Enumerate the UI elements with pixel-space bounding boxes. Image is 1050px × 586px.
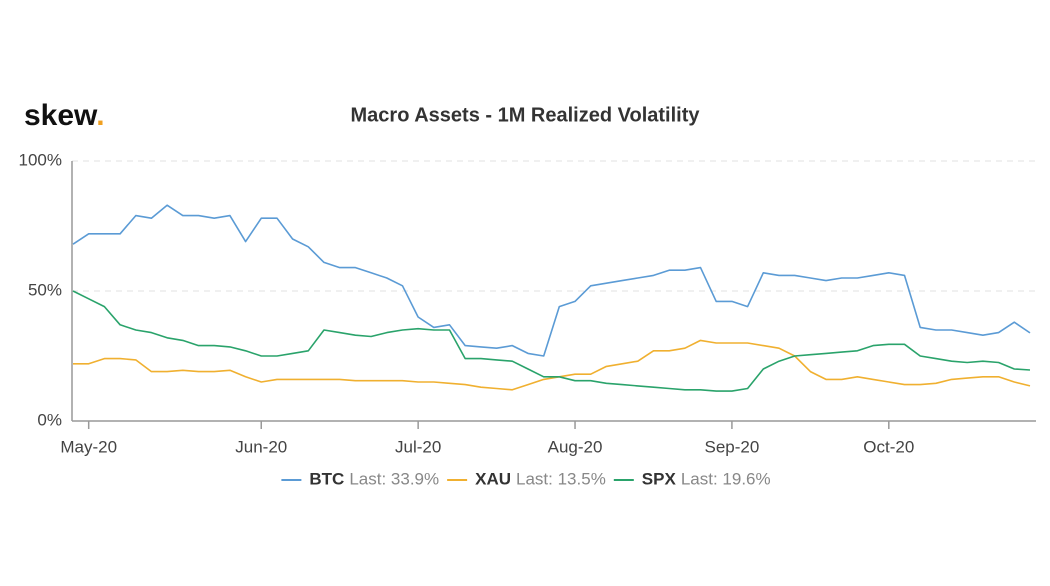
series-line — [72, 290, 1031, 392]
x-tick-label: May-20 — [60, 437, 117, 456]
legend-label: Last: 13.5% — [516, 469, 606, 488]
x-tick-label: Oct-20 — [863, 437, 914, 456]
legend-name: SPX — [642, 469, 677, 488]
legend-label: Last: 19.6% — [681, 469, 771, 488]
y-tick-label: 100% — [19, 150, 62, 169]
y-tick-label: 50% — [28, 280, 62, 299]
x-tick-label: Aug-20 — [548, 437, 603, 456]
logo-dot: . — [96, 99, 104, 132]
chart-title: Macro Assets - 1M Realized Volatility — [351, 104, 701, 126]
logo: skew. — [24, 99, 105, 132]
series-line — [73, 339, 1031, 391]
x-tick-label: Sep-20 — [705, 437, 760, 456]
legend-name: XAU — [475, 469, 511, 488]
legend-label: Last: 33.9% — [349, 469, 439, 488]
x-tick-label: Jul-20 — [395, 437, 441, 456]
legend: BTC Last: 33.9% XAU Last: 13.5% SPX Last: 19.… — [281, 469, 771, 488]
x-tick-label: Jun-20 — [235, 437, 287, 456]
y-tick-label: 0% — [37, 410, 62, 429]
legend-name: BTC — [309, 469, 344, 488]
series-line — [72, 204, 1031, 357]
logo-text: skew — [24, 99, 98, 132]
